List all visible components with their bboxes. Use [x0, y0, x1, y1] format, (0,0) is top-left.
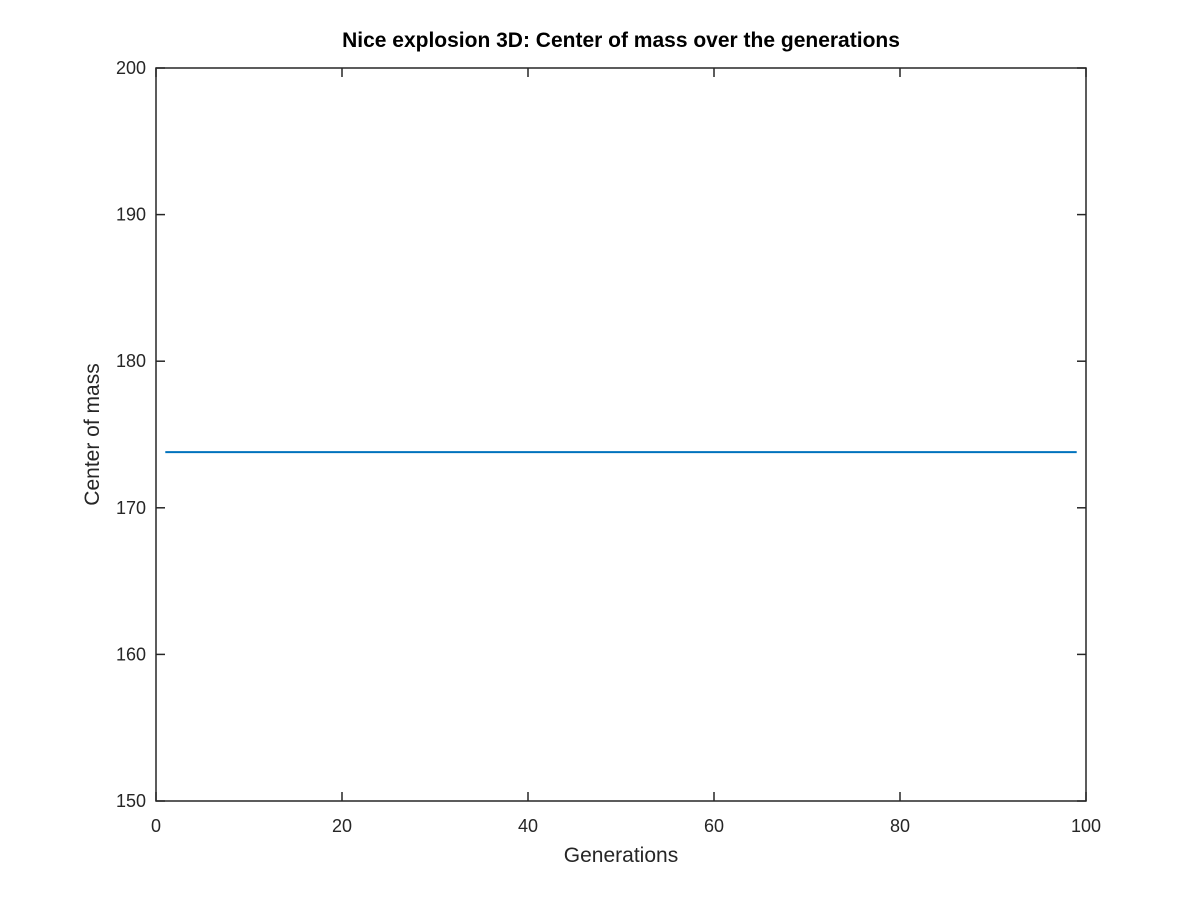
x-tick-label: 60	[704, 816, 724, 836]
x-axis-label: Generations	[564, 844, 678, 867]
x-tick-label: 20	[332, 816, 352, 836]
x-tick-label: 80	[890, 816, 910, 836]
x-tick-label: 40	[518, 816, 538, 836]
axes-box	[155, 67, 1087, 802]
y-tick-label: 150	[116, 791, 146, 811]
y-tick-label: 160	[116, 644, 146, 664]
x-tick-label: 0	[151, 816, 161, 836]
y-tick-label: 170	[116, 498, 146, 518]
y-tick-label: 180	[116, 351, 146, 371]
chart-title: Nice explosion 3D: Center of mass over t…	[342, 29, 900, 52]
y-axis-label: Center of mass	[81, 363, 104, 505]
y-tick-label: 190	[116, 205, 146, 225]
y-tick-label: 200	[116, 58, 146, 78]
x-tick-label: 100	[1071, 816, 1101, 836]
plot-area	[156, 68, 1086, 801]
